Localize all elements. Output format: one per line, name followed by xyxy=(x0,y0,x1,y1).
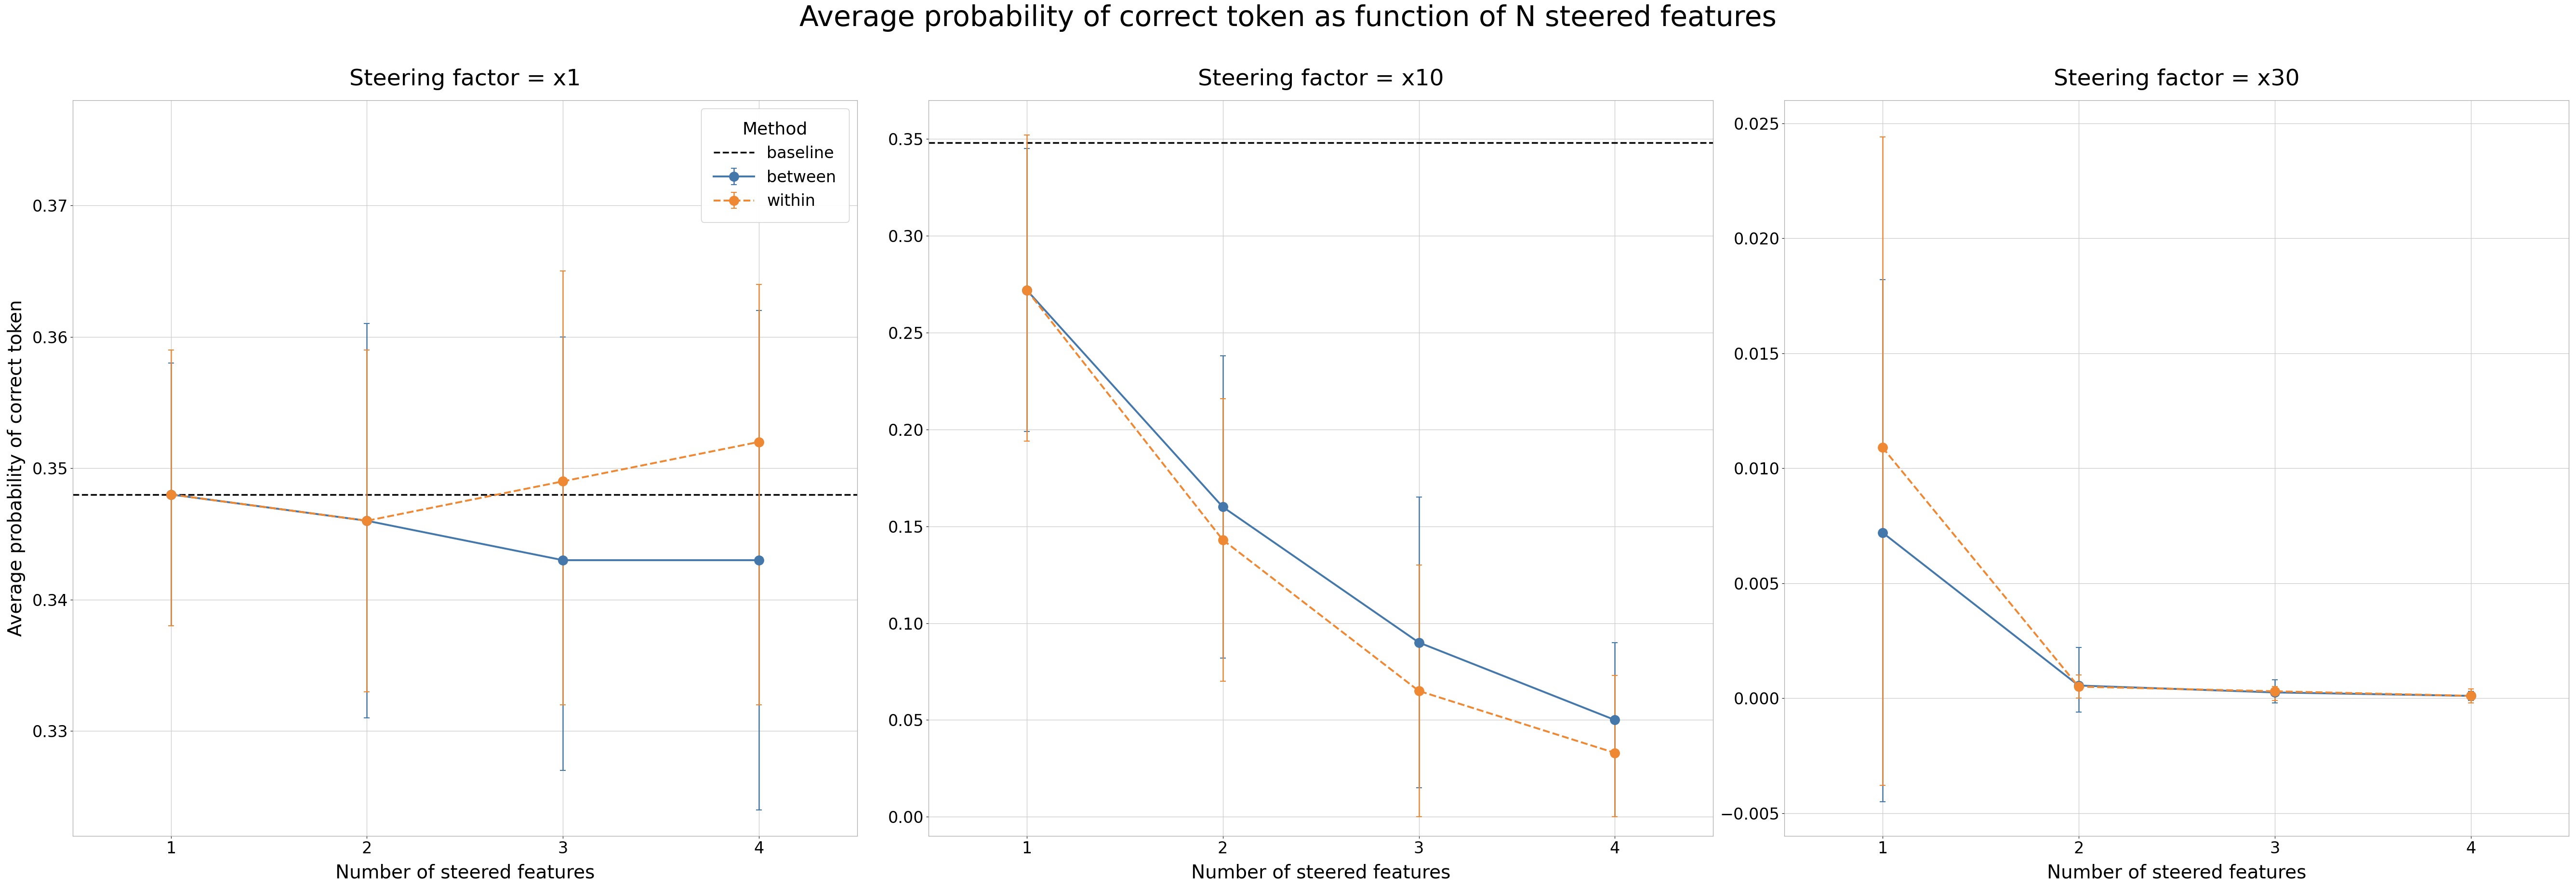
Title: Steering factor = x10: Steering factor = x10 xyxy=(1198,68,1443,91)
baseline xyxy=(1012,138,1043,148)
baseline xyxy=(814,138,845,148)
Text: Average probability of correct token as function of N steered features: Average probability of correct token as … xyxy=(799,4,1777,32)
Title: Steering factor = x30: Steering factor = x30 xyxy=(2053,68,2300,91)
Title: Steering factor = x1: Steering factor = x1 xyxy=(350,68,580,91)
Legend: baseline, between, within: baseline, between, within xyxy=(701,108,850,222)
X-axis label: Number of steered features: Number of steered features xyxy=(2048,863,2306,882)
baseline xyxy=(155,489,185,500)
Y-axis label: Average probability of correct token: Average probability of correct token xyxy=(8,300,26,637)
X-axis label: Number of steered features: Number of steered features xyxy=(1190,863,1450,882)
X-axis label: Number of steered features: Number of steered features xyxy=(335,863,595,882)
